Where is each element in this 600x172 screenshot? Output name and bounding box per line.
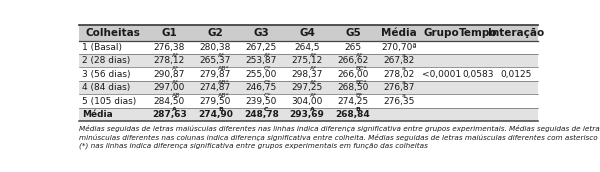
Text: 0,0125: 0,0125 <box>500 70 532 79</box>
Text: G3: G3 <box>253 28 269 37</box>
Text: 274,25: 274,25 <box>337 97 368 106</box>
Text: G2: G2 <box>208 28 223 37</box>
Text: 278,12: 278,12 <box>154 56 185 65</box>
Text: <0,0001: <0,0001 <box>422 70 461 79</box>
Text: G1: G1 <box>161 28 178 37</box>
Text: 276,35: 276,35 <box>383 97 415 106</box>
Text: Média: Média <box>82 110 113 119</box>
Text: Médias seguidas de letras maiúsculas diferentes nas linhas indica diferença sign: Médias seguidas de letras maiúsculas dif… <box>79 125 600 149</box>
Text: Tempo: Tempo <box>458 28 497 37</box>
Text: 266,00: 266,00 <box>337 70 369 79</box>
Text: 0,0583: 0,0583 <box>462 70 493 79</box>
Text: 267,25: 267,25 <box>245 43 277 52</box>
Text: 255,00: 255,00 <box>245 70 277 79</box>
Text: Interação: Interação <box>488 28 544 37</box>
Text: 246,75: 246,75 <box>245 83 277 92</box>
Text: A*: A* <box>172 53 179 58</box>
Bar <box>79 108 538 121</box>
Text: A*: A* <box>264 53 271 58</box>
Text: C: C <box>264 106 269 111</box>
Text: 253,87: 253,87 <box>245 56 277 65</box>
Text: AB*: AB* <box>218 93 230 98</box>
Text: G4: G4 <box>299 28 315 37</box>
Text: A*: A* <box>172 66 179 71</box>
Text: 274,87: 274,87 <box>200 83 231 92</box>
Text: AB*: AB* <box>218 66 230 71</box>
Text: Colheitas: Colheitas <box>85 28 140 37</box>
Text: A: A <box>310 106 315 111</box>
Text: 3 (56 dias): 3 (56 dias) <box>82 70 131 79</box>
Text: 5 (105 dias): 5 (105 dias) <box>82 97 137 106</box>
Text: 280,38: 280,38 <box>200 43 231 52</box>
Text: 276,38: 276,38 <box>154 43 185 52</box>
Text: B*: B* <box>356 93 363 98</box>
Text: 264,5: 264,5 <box>295 43 320 52</box>
Bar <box>79 25 538 41</box>
Text: a: a <box>402 53 406 58</box>
Bar <box>79 54 538 67</box>
Text: Grupo: Grupo <box>424 28 460 37</box>
Text: 297,25: 297,25 <box>292 83 323 92</box>
Text: a: a <box>402 93 406 98</box>
Text: 266,62: 266,62 <box>337 56 368 65</box>
Text: 287,63: 287,63 <box>152 110 187 119</box>
Text: 290,87: 290,87 <box>154 70 185 79</box>
Text: A*: A* <box>310 66 317 71</box>
Text: 239,50: 239,50 <box>245 97 277 106</box>
Bar <box>79 81 538 94</box>
Text: A*: A* <box>310 53 317 58</box>
Text: 268,50: 268,50 <box>337 83 369 92</box>
Text: 275,12: 275,12 <box>292 56 323 65</box>
Text: G5: G5 <box>345 28 361 37</box>
Text: 297,00: 297,00 <box>154 83 185 92</box>
Text: a: a <box>402 80 406 85</box>
Text: A*: A* <box>218 53 226 58</box>
Text: 298,37: 298,37 <box>292 70 323 79</box>
Text: 1 (Basal): 1 (Basal) <box>82 43 122 52</box>
Text: a: a <box>402 66 406 71</box>
Text: 265: 265 <box>344 43 362 52</box>
Text: 274,90: 274,90 <box>198 110 233 119</box>
Text: A: A <box>172 106 177 111</box>
Text: 267,82: 267,82 <box>383 56 415 65</box>
Text: A*: A* <box>356 53 363 58</box>
Text: 279,87: 279,87 <box>200 70 231 79</box>
Text: 2 (28 dias): 2 (28 dias) <box>82 56 131 65</box>
Text: 4 (84 dias): 4 (84 dias) <box>82 83 131 92</box>
Text: B: B <box>218 106 223 111</box>
Text: 293,69: 293,69 <box>290 110 325 119</box>
Text: 248,78: 248,78 <box>244 110 278 119</box>
Text: A*: A* <box>172 80 179 85</box>
Text: 284,50: 284,50 <box>154 97 185 106</box>
Text: AB*: AB* <box>218 80 230 85</box>
Text: A*: A* <box>310 80 317 85</box>
Text: 279,50: 279,50 <box>200 97 231 106</box>
Text: 265,37: 265,37 <box>200 56 231 65</box>
Text: BC*: BC* <box>356 80 367 85</box>
Text: C*: C* <box>264 93 272 98</box>
Text: AB: AB <box>172 93 181 98</box>
Text: 270,70ª: 270,70ª <box>381 43 417 52</box>
Text: BC*: BC* <box>356 66 367 71</box>
Text: C*: C* <box>264 80 272 85</box>
Text: 276,87: 276,87 <box>383 83 415 92</box>
Text: B: B <box>356 106 361 111</box>
Text: 268,84: 268,84 <box>335 110 370 119</box>
Text: A*: A* <box>310 93 317 98</box>
Text: 304,00: 304,00 <box>292 97 323 106</box>
Text: C*: C* <box>264 66 272 71</box>
Text: Média: Média <box>381 28 417 37</box>
Text: 278,02: 278,02 <box>383 70 415 79</box>
